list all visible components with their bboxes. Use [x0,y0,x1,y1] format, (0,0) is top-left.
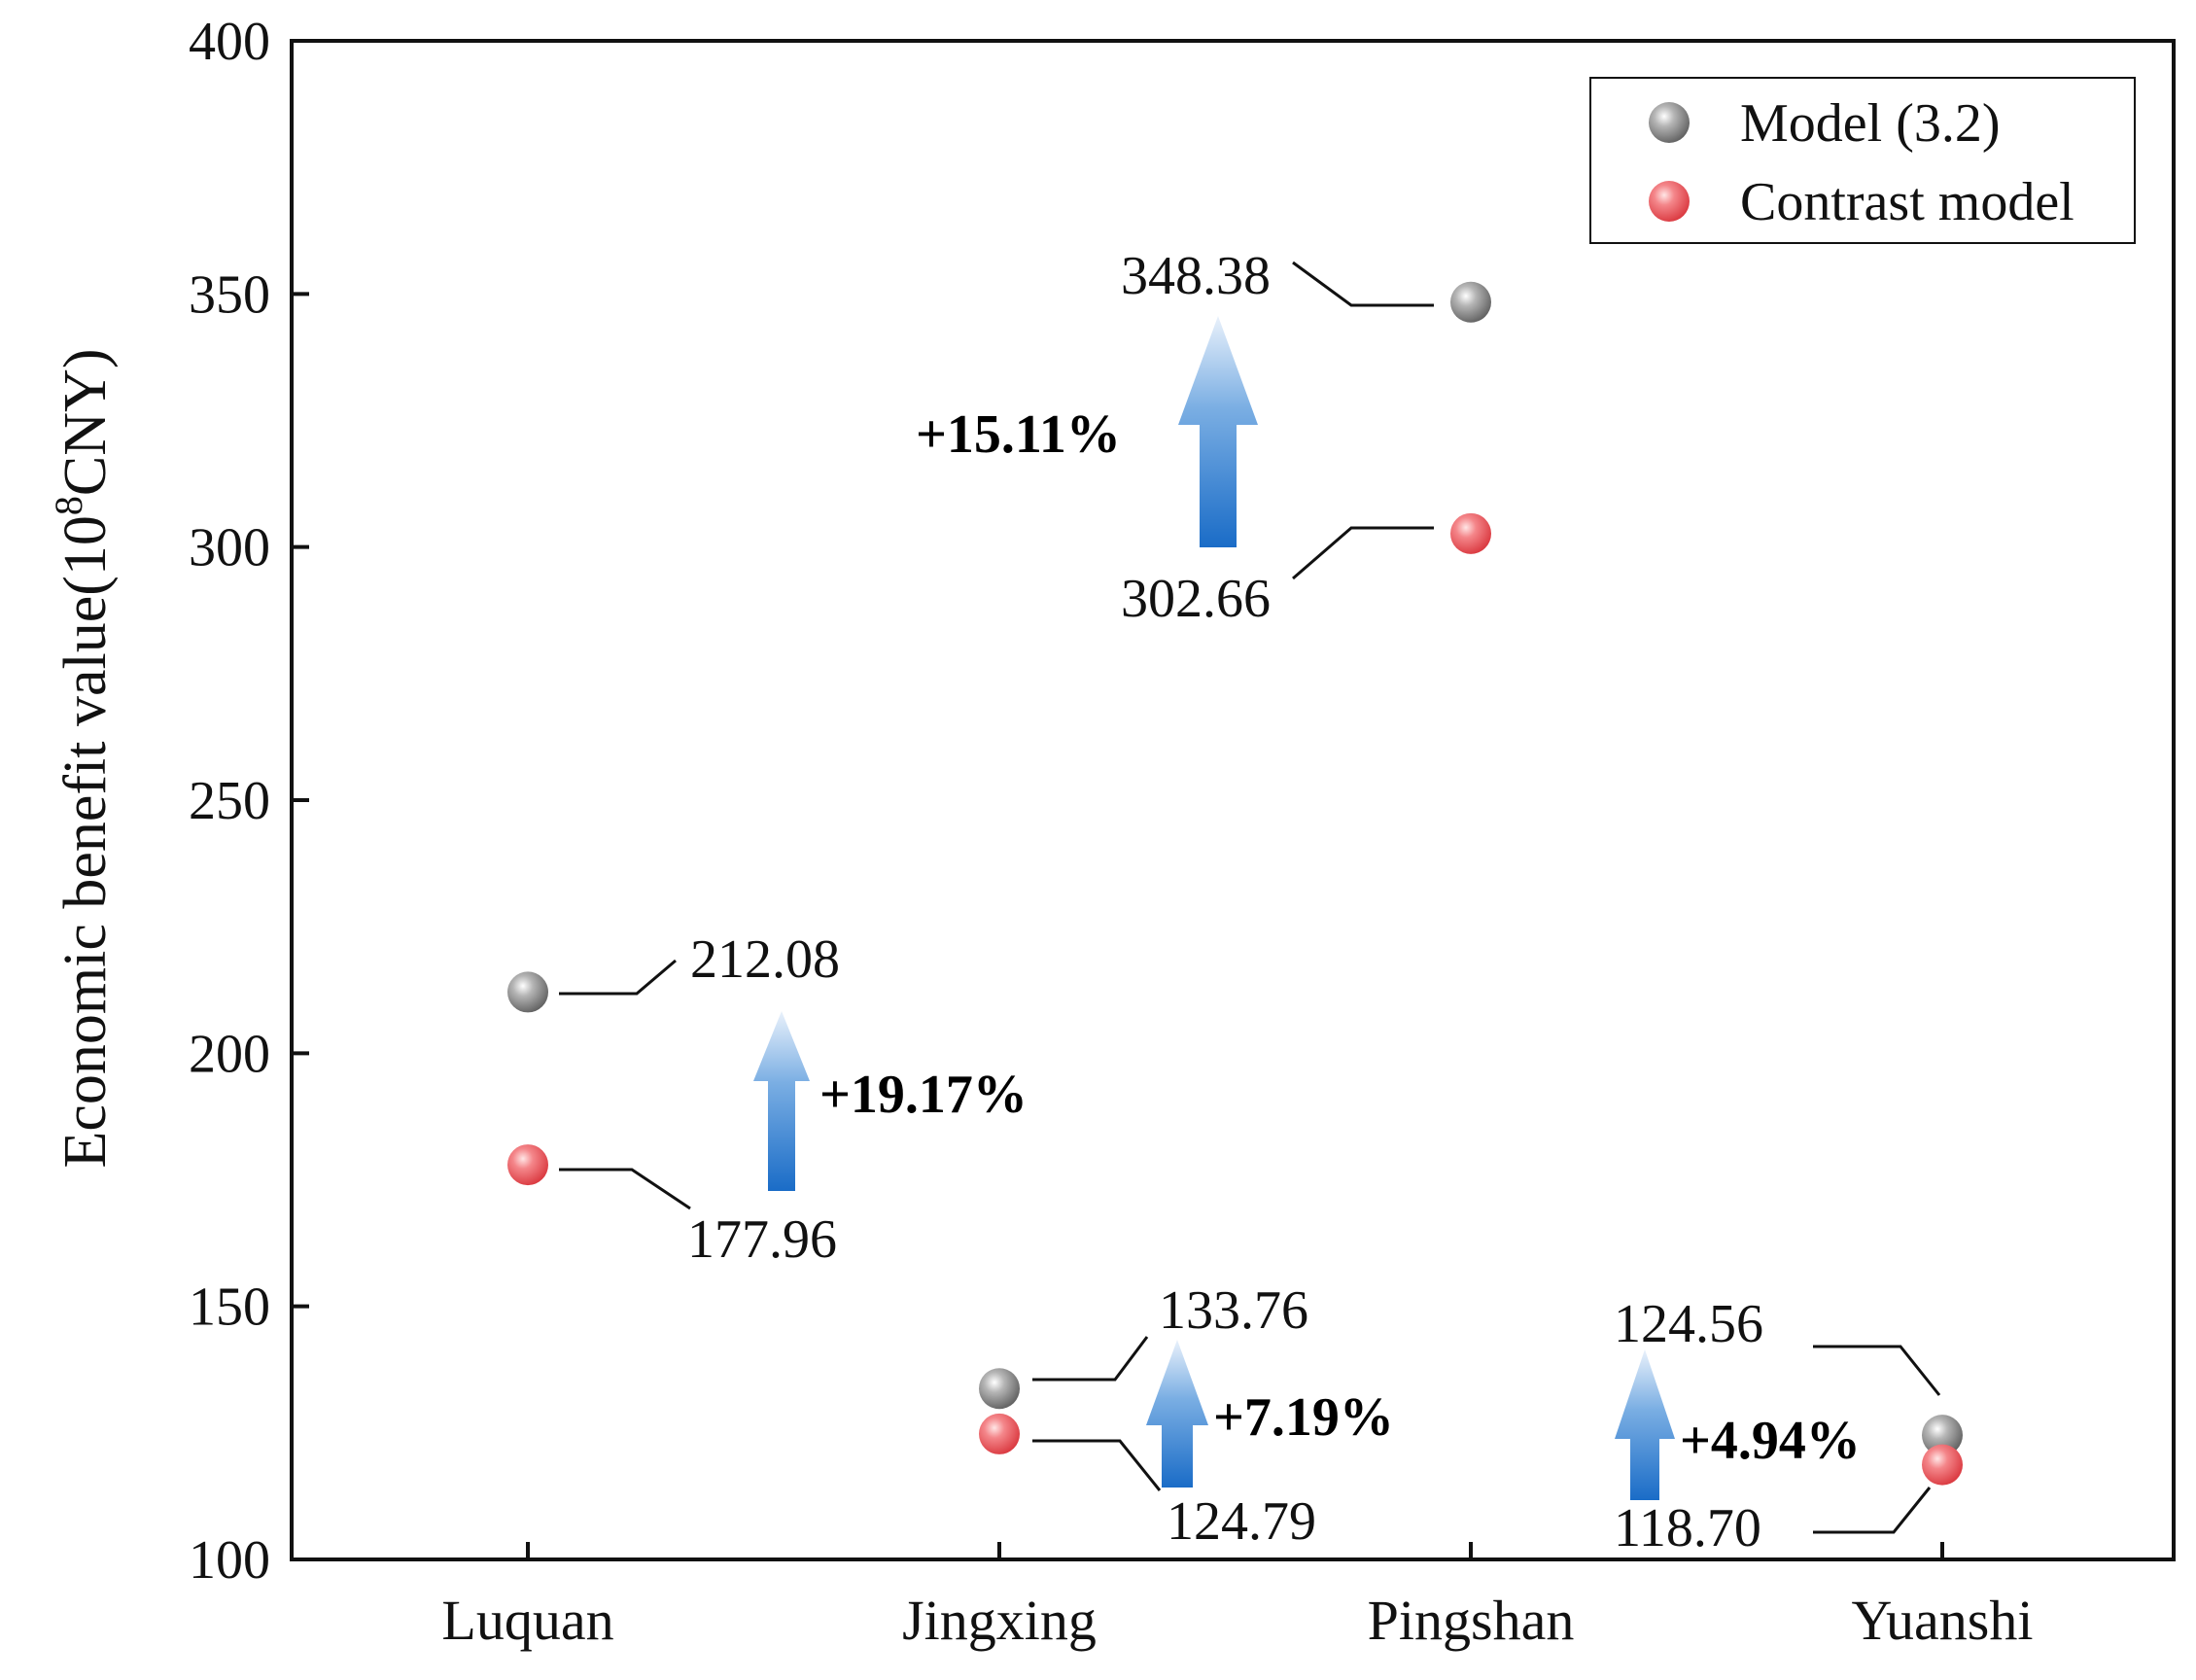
legend-marker-model [1649,102,1690,143]
y-axis-label-main: Economic benefit value(10 [52,515,119,1168]
annotations: 212.08 177.96 133.76 124.79 348.38 302.6… [559,246,1941,1558]
label-pingshan-model: 348.38 [1121,246,1271,306]
leader-pingshan-model [1292,261,1434,307]
arrow-yuanshi [1615,1349,1675,1500]
point-model-yuanshi [1922,1415,1963,1456]
point-model-pingshan [1450,281,1491,323]
label-luquan-contrast: 177.96 [687,1209,837,1270]
label-yuanshi-model: 124.56 [1614,1294,1763,1354]
x-tick-label-luquan: Luquan [441,1589,613,1652]
x-tick-label-pingshan: Pingshan [1368,1589,1575,1652]
increase-label-jingxing: +7.19% [1213,1387,1394,1448]
legend-label-contrast: Contrast model [1740,172,2074,232]
leader-luquan-model [559,959,677,996]
increase-label-luquan: +19.17% [819,1065,1028,1125]
arrow-pingshan [1178,316,1258,547]
x-axis-ticks: Luquan Jingxing Pingshan Yuanshi [441,1542,2033,1652]
leader-pingshan-contrast [1292,526,1434,580]
arrow-jingxing [1146,1340,1208,1488]
arrow-luquan [753,1011,810,1191]
y-axis-label-suffix: CNY) [52,349,119,497]
leader-jingxing-model [1032,1336,1149,1382]
point-contrast-pingshan [1450,512,1491,554]
legend-label-model: Model (3.2) [1740,93,2001,154]
y-axis-label: Economic benefit value(108CNY) [47,349,119,1169]
leader-jingxing-contrast [1032,1439,1162,1491]
data-points [507,281,1963,1486]
point-model-luquan [507,971,548,1013]
x-tick-label-jingxing: Jingxing [902,1589,1097,1652]
leader-yuanshi-model [1813,1345,1941,1396]
label-luquan-model: 212.08 [690,929,840,990]
y-tick-label-100: 100 [189,1530,270,1591]
leader-yuanshi-contrast [1813,1487,1932,1534]
point-contrast-yuanshi [1922,1444,1963,1486]
point-contrast-jingxing [979,1413,1020,1454]
leader-luquan-contrast [559,1168,691,1210]
label-jingxing-model: 133.76 [1159,1280,1308,1341]
increase-arrows: +19.17% +7.19% +15.11% +4.94% [753,316,1861,1500]
legend: Model (3.2) Contrast model [1589,77,2136,244]
point-model-jingxing [979,1368,1020,1410]
y-axis-label-sup: 8 [47,496,90,515]
point-contrast-luquan [507,1144,548,1186]
y-tick-label-400: 400 [189,12,270,72]
y-tick-label-150: 150 [189,1278,270,1338]
increase-label-pingshan: +15.11% [916,404,1121,465]
increase-label-yuanshi: +4.94% [1680,1411,1861,1471]
label-yuanshi-contrast: 118.70 [1614,1498,1761,1558]
label-pingshan-contrast: 302.66 [1121,569,1271,629]
y-axis-ticks: 100 150 200 250 300 350 400 [189,12,309,1591]
x-tick-label-yuanshi: Yuanshi [1852,1589,2034,1652]
y-tick-label-300: 300 [189,518,270,578]
y-tick-label-250: 250 [189,771,270,831]
label-jingxing-contrast: 124.79 [1167,1491,1316,1552]
y-tick-label-200: 200 [189,1024,270,1084]
y-tick-label-350: 350 [189,264,270,325]
legend-marker-contrast [1649,181,1690,222]
